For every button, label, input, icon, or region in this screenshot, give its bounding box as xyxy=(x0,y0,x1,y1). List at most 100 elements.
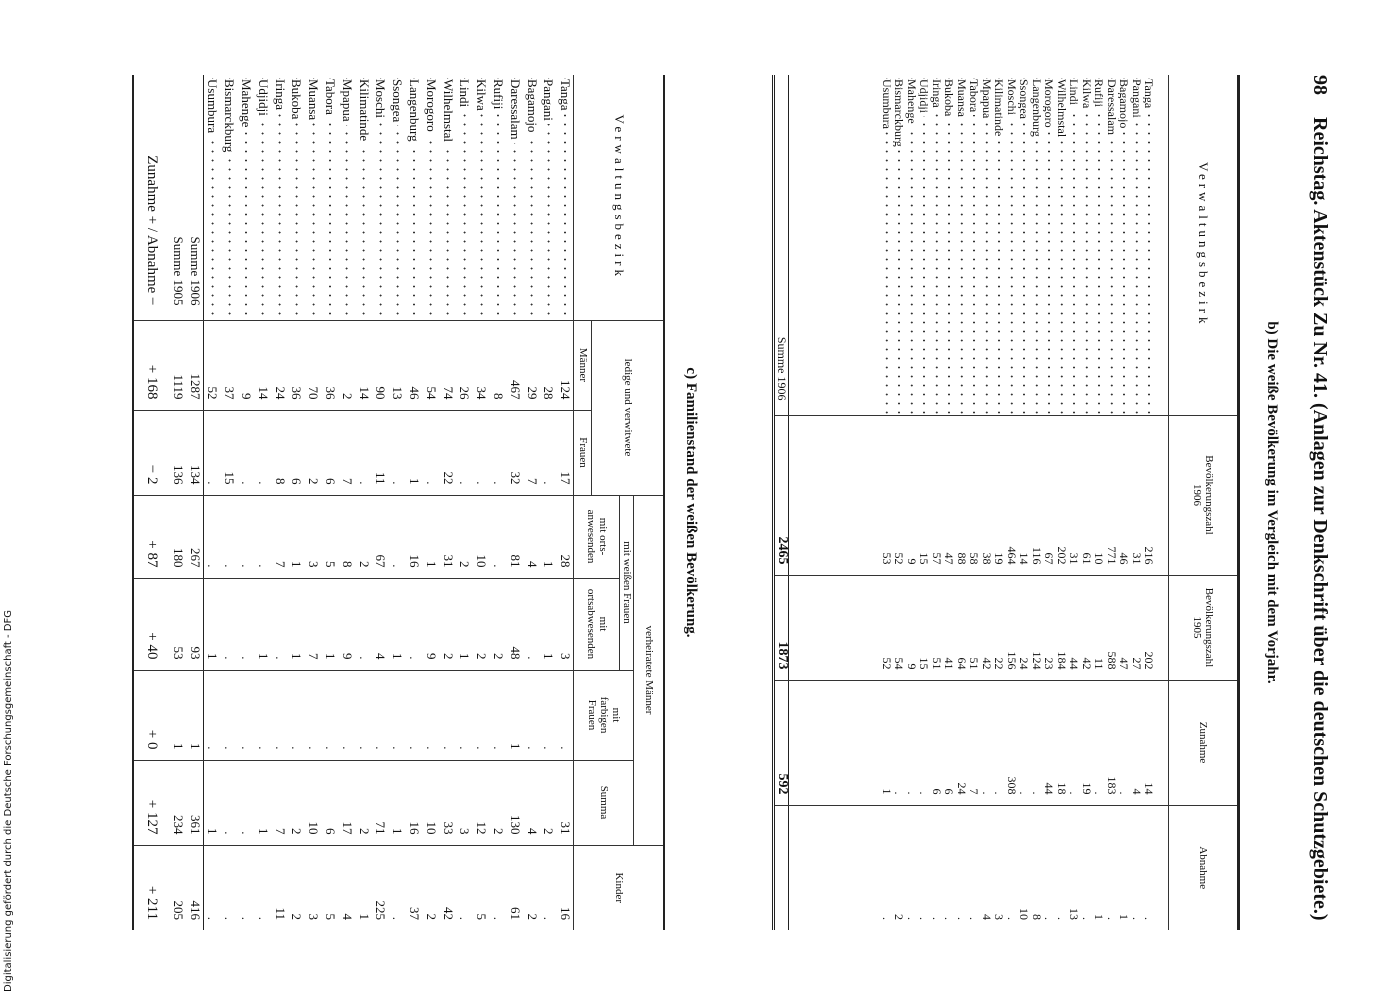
summary-cell: 361 xyxy=(186,760,204,845)
district-name: Tanga xyxy=(558,79,574,114)
column-header: mit ortsabwesenden xyxy=(574,578,620,670)
table-row: Tabora 58517. xyxy=(968,75,981,930)
number-cell: . xyxy=(472,670,490,760)
district-cell: Muansa xyxy=(955,75,968,415)
number-cell: 1 xyxy=(539,495,557,578)
number-cell: . xyxy=(355,410,372,495)
table-row: Langenburg 46 1 16.. 16 37 xyxy=(405,75,423,930)
number-cell: 2 xyxy=(287,845,305,930)
table-row: Kilwa 34. 10 2. 12 5 xyxy=(472,75,490,930)
number-cell: 44 xyxy=(1043,680,1056,805)
number-cell: 4 xyxy=(980,805,993,930)
district-name: Wilhelmstal xyxy=(1055,79,1068,141)
number-cell: . xyxy=(422,670,440,760)
number-cell: 2 xyxy=(355,495,372,578)
column-header: Verwaltungsbezirk xyxy=(574,75,664,320)
number-cell: 216 xyxy=(1143,415,1156,575)
summary-cell: + 211 xyxy=(133,845,170,930)
number-cell: 15 xyxy=(918,575,931,680)
table-row: Pangani 28. 1 1. 2. xyxy=(539,75,557,930)
summary-row: Zunahme + / Abnahme − + 168− 2 + 87 + 40 + 0… xyxy=(133,75,170,930)
summary-cell: 136 xyxy=(169,410,187,495)
number-cell: 26 xyxy=(455,320,473,410)
district-name: Bismarckburg xyxy=(893,79,906,150)
number-cell: 5 xyxy=(472,845,490,930)
sum-cell: 592 xyxy=(774,680,789,805)
number-cell: 8 xyxy=(489,320,507,410)
table-row: Bukoba 36 6 1 1. 2 2 xyxy=(287,75,305,930)
column-header: Bevölkerungszahl 1906 xyxy=(1168,415,1239,575)
number-cell: 90 xyxy=(371,320,389,410)
number-cell: 14 xyxy=(1018,415,1031,575)
district-name: Morogoro xyxy=(423,79,439,135)
number-cell: 52 xyxy=(203,320,221,410)
district-name: Rufiji xyxy=(1093,79,1106,111)
table-row: Usumbura 53521. xyxy=(880,75,893,930)
district-name: Rufiji xyxy=(490,79,506,113)
number-cell: . xyxy=(980,680,993,805)
number-cell: 1 xyxy=(355,845,372,930)
summary-cell: 234 xyxy=(169,760,187,845)
district-cell: Muansa xyxy=(304,75,322,320)
number-cell: 1 xyxy=(880,680,893,805)
number-cell: 33 xyxy=(439,760,456,845)
district-cell: Rufiji xyxy=(489,75,507,320)
number-cell: 7 xyxy=(523,410,540,495)
district-cell: Usumbura xyxy=(203,75,221,320)
number-cell: 156 xyxy=(1005,575,1018,680)
number-cell: 52 xyxy=(880,575,893,680)
number-cell: 4 xyxy=(1130,680,1143,805)
number-cell: 17 xyxy=(556,410,574,495)
summary-cell: 180 xyxy=(169,495,187,578)
number-cell: . xyxy=(1130,805,1143,930)
number-cell: 4 xyxy=(523,495,540,578)
number-cell: . xyxy=(304,670,322,760)
district-cell: Tabora xyxy=(321,75,339,320)
number-cell: 42 xyxy=(439,845,456,930)
number-cell: 2 xyxy=(304,410,322,495)
number-cell: . xyxy=(539,670,557,760)
district-name: Pangani xyxy=(1130,79,1143,121)
number-cell: 1 xyxy=(455,578,473,670)
summary-cell: 416 xyxy=(186,845,204,930)
number-cell: 6 xyxy=(943,680,956,805)
number-cell: 19 xyxy=(1080,680,1093,805)
number-cell: . xyxy=(1080,805,1093,930)
number-cell: 37 xyxy=(405,845,423,930)
number-cell: 23 xyxy=(1043,575,1056,680)
table-row: Kilimatinde 14. 2.. 2 1 xyxy=(355,75,372,930)
table-row: Pangani 31274. xyxy=(1130,75,1143,930)
number-cell: 3 xyxy=(556,578,574,670)
number-cell: . xyxy=(1043,805,1056,930)
district-cell: Iringa xyxy=(930,75,943,415)
column-header: Zunahme xyxy=(1168,680,1239,805)
district-name: Daressalam xyxy=(507,79,523,143)
number-cell: 2 xyxy=(287,760,305,845)
number-cell: 5 xyxy=(321,495,339,578)
table-title: b) Die weiße Bevölkerung im Vergleich mi… xyxy=(1264,321,1280,684)
number-cell: 12 xyxy=(472,760,490,845)
district-cell: Kilimatinde xyxy=(993,75,1006,415)
table-row: Muansa 70 2 3 7. 10 3 xyxy=(304,75,322,930)
district-name: Daressalam xyxy=(1105,79,1118,138)
column-header: mit farbigen Frauen xyxy=(574,670,634,760)
column-header: Frauen xyxy=(574,410,592,495)
district-cell: Bismarckburg xyxy=(893,75,906,415)
district-cell: Bagamojo xyxy=(1118,75,1131,415)
district-cell: Bukoba xyxy=(287,75,305,320)
table-row: Morogoro 54. 1 9. 10 2 xyxy=(422,75,440,930)
number-cell: 588 xyxy=(1105,575,1118,680)
district-name: Wilhelmstal xyxy=(440,79,456,146)
summary-cell: 1 xyxy=(169,670,187,760)
number-cell: 467 xyxy=(506,320,524,410)
number-cell: 10 xyxy=(1093,415,1106,575)
district-name: Bagamojo xyxy=(524,79,540,136)
number-cell: 8 xyxy=(271,410,288,495)
summary-label: Summe 1906 xyxy=(186,75,204,320)
number-cell: 81 xyxy=(506,495,524,578)
